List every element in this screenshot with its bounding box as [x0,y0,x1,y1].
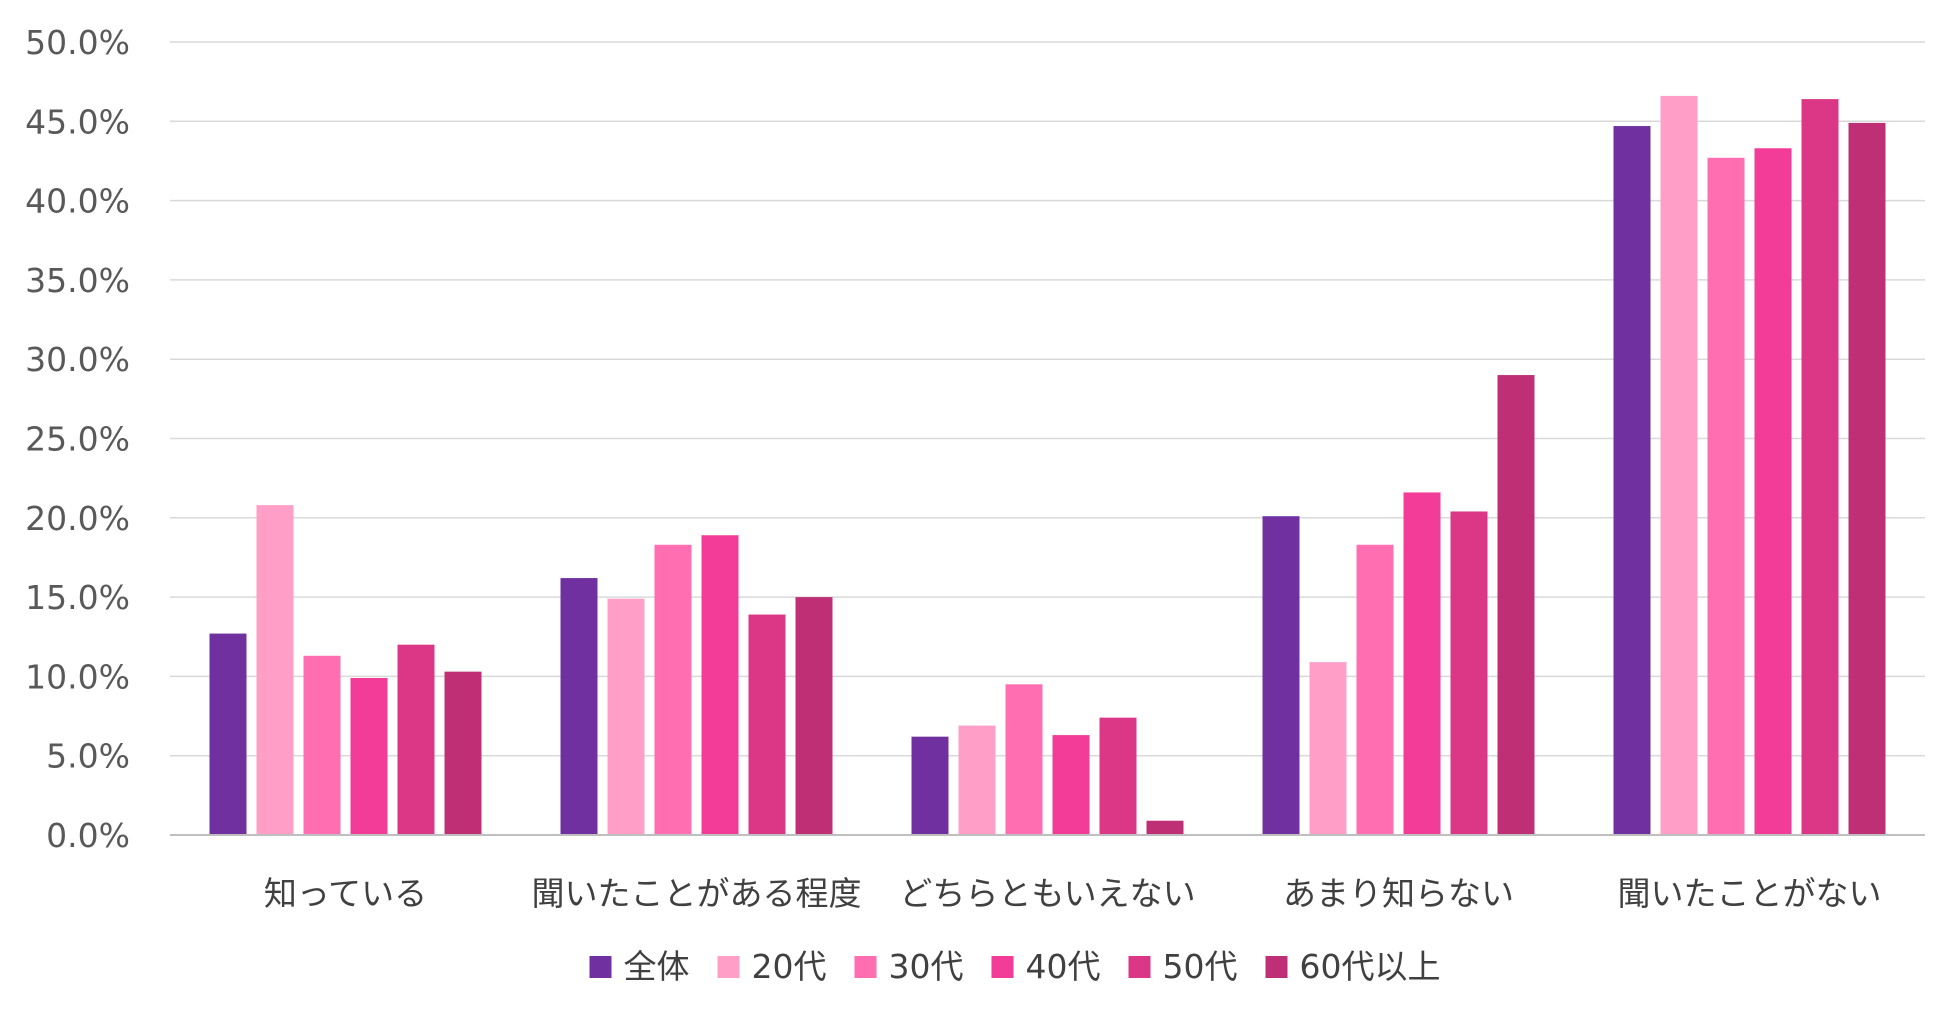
bar [795,597,833,835]
bar [1848,122,1886,836]
bar [1450,511,1488,835]
bar [654,544,692,835]
bar [1403,492,1441,835]
bars [209,95,1886,836]
x-axis-category-labels: 知っている 聞いたことがある程度 どちらともいえない あまり知らない 聞いたことがない [264,874,1882,913]
legend-swatch [991,956,1014,978]
legend-swatch [717,956,740,978]
bar [1497,375,1535,835]
bar [1146,820,1184,835]
bar [303,655,341,835]
bar [1356,544,1394,835]
legend-swatch [1265,956,1288,978]
bar [1309,662,1347,835]
legend-label: 30代 [889,947,964,986]
bar [1613,126,1651,836]
bar [560,578,598,835]
bar [1052,735,1090,835]
y-tick-label: 40.0% [25,182,130,221]
bar [911,736,949,835]
legend-item: 30代 [854,947,964,986]
y-axis-tick-labels: 0.0% 5.0% 10.0% 15.0% 20.0% 25.0% 30.0% 35.0% 40… [25,23,130,855]
bar [397,644,435,835]
legend-swatch [854,956,877,978]
legend-item: 60代以上 [1265,947,1441,986]
y-tick-label: 20.0% [25,499,130,538]
bar [350,677,388,835]
y-tick-label: 50.0% [25,23,130,62]
x-category-label: 聞いたことがない [1618,874,1882,913]
legend-label: 60代以上 [1300,947,1441,986]
x-category-label: 聞いたことがある程度 [532,874,862,913]
legend-label: 20代 [752,947,827,986]
x-category-label: あまり知らない [1283,874,1514,913]
y-tick-label: 5.0% [46,737,130,776]
y-tick-label: 0.0% [46,816,130,855]
bar [1660,95,1698,835]
legend-item: 50代 [1128,947,1238,986]
legend-item: 40代 [991,947,1101,986]
bar [1801,99,1839,835]
bar [958,725,996,835]
y-tick-label: 35.0% [25,261,130,300]
x-category-label: 知っている [264,874,427,913]
bar [1099,717,1137,835]
x-category-label: どちらともいえない [899,874,1195,913]
legend-item: 全体 [589,947,690,986]
y-tick-label: 10.0% [25,657,130,696]
bar [701,535,739,835]
bar [444,671,482,835]
bar [607,598,645,835]
bar [209,633,247,835]
legend-item: 20代 [717,947,827,986]
legend-label: 40代 [1026,947,1101,986]
bar [1707,157,1745,835]
bar [748,614,786,835]
legend-label: 50代 [1163,947,1238,986]
legend-swatch [589,956,612,978]
y-tick-label: 15.0% [25,578,130,617]
bar [1754,148,1792,836]
bar [256,505,294,835]
bar [1262,516,1300,835]
y-tick-label: 30.0% [25,340,130,379]
legend-label: 全体 [624,947,690,986]
y-tick-label: 45.0% [25,102,130,141]
legend-swatch [1128,956,1151,978]
y-tick-label: 25.0% [25,420,130,459]
legend: 全体 20代 30代 40代 50代 60代以上 [589,947,1441,986]
bar [1005,684,1043,835]
